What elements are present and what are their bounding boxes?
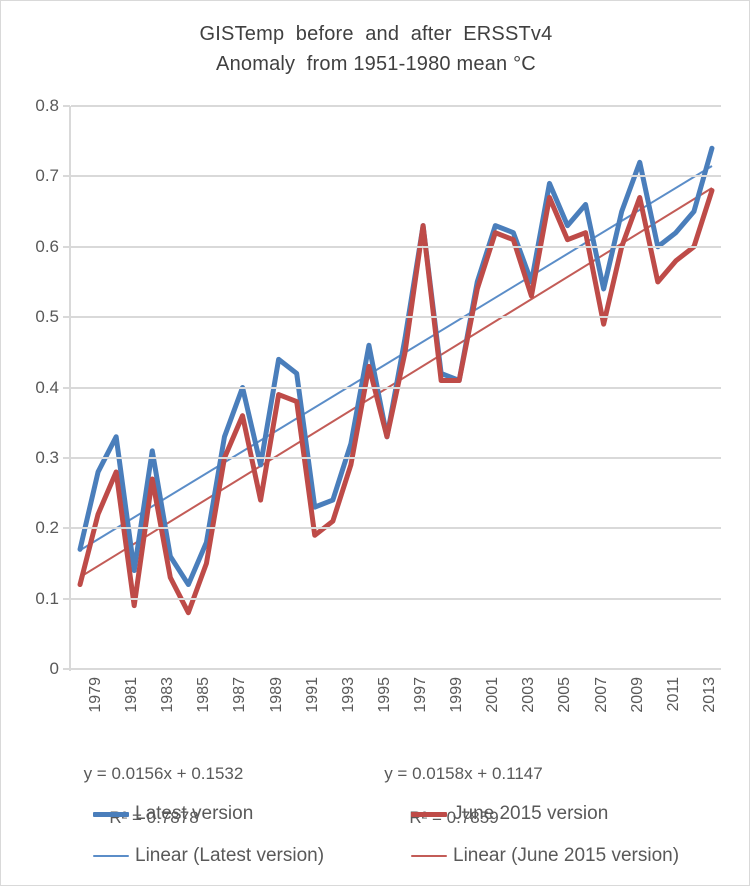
- y-axis-tick-label: 0.7: [35, 166, 59, 186]
- y-axis-tick-label: 0.5: [35, 307, 59, 327]
- x-axis-tick-label: 1989: [267, 677, 285, 713]
- y-axis-tick-mark: [63, 316, 70, 319]
- trendline-latest-version: [79, 165, 713, 552]
- chart-title-line1: GISTemp before and after ERSSTv4: [199, 23, 553, 45]
- y-axis-tick-mark: [63, 527, 70, 530]
- x-axis-tick-label: 2013: [700, 677, 718, 713]
- gridline: [71, 316, 721, 319]
- legend-label-linear-latest-version: Linear (Latest version): [135, 845, 325, 866]
- y-axis-tick-label: 0.4: [35, 377, 59, 397]
- gridline: [71, 456, 721, 459]
- y-axis-line: [69, 106, 71, 671]
- x-axis-tick-label: 1993: [339, 677, 357, 713]
- x-axis-labels: 1979 1981 1983 1985 1987 1989 1991 1993 1995 1997…: [1, 673, 751, 735]
- x-axis-tick-label: 1985: [195, 677, 213, 713]
- chart-title: GISTemp before and after ERSSTv4 Anomaly…: [1, 19, 751, 79]
- y-axis-tick-label: 0.8: [35, 96, 59, 115]
- x-axis-tick-label: 1999: [448, 677, 466, 713]
- x-axis-tick-label: 2011: [664, 677, 682, 712]
- y-axis-tick-mark: [63, 668, 70, 670]
- x-axis-tick-label: 1997: [412, 677, 430, 713]
- gridline: [71, 386, 721, 389]
- y-axis-tick-mark: [63, 456, 70, 459]
- y-axis-tick-mark: [63, 175, 70, 178]
- y-axis-tick-label: 0.3: [35, 447, 59, 467]
- plot-area: [71, 105, 721, 670]
- y-axis-tick-label: 0.1: [35, 588, 59, 608]
- legend-item-latest-version[interactable]: Latest version: [93, 800, 253, 828]
- gridline: [71, 175, 721, 178]
- series-line-june-2015-version: [77, 187, 715, 616]
- y-axis-tick-label: 0.6: [35, 236, 59, 256]
- legend-swatch-linear-june-2015-version: [411, 855, 447, 857]
- legend-label-june-2015-version: June 2015 version: [453, 803, 609, 824]
- legend-swatch-june-2015-version: [411, 811, 447, 817]
- x-axis-tick-label: 2001: [484, 677, 502, 713]
- x-axis-tick-label: 1981: [123, 677, 141, 713]
- annotation-june-equation-line1: y = 0.0158x + 0.1147: [384, 764, 543, 783]
- x-axis-tick-label: 1983: [159, 677, 177, 713]
- x-axis-tick-label: 2005: [556, 677, 574, 713]
- y-axis-labels: 0 0.1 0.2 0.3 0.4 0.5 0.6 0.7 0.8: [1, 1, 59, 887]
- gridline: [71, 245, 721, 248]
- x-axis-tick-label: 1991: [303, 677, 321, 713]
- y-axis-tick-mark: [63, 597, 70, 600]
- x-axis-tick-label: 2007: [592, 677, 610, 713]
- legend-swatch-linear-latest-version: [93, 855, 129, 857]
- x-axis-line: [71, 668, 721, 670]
- annotation-june-equation: y = 0.0158x + 0.1147 R² = 0.7859: [339, 741, 569, 873]
- gridline: [71, 597, 721, 600]
- gridline: [71, 105, 721, 107]
- legend-label-linear-june-2015-version: Linear (June 2015 version): [453, 845, 680, 866]
- annotation-latest-equation-line1: y = 0.0156x + 0.1532: [83, 764, 244, 783]
- x-axis-tick-label: 1987: [231, 677, 249, 713]
- legend-swatch-latest-version: [93, 811, 129, 817]
- legend-item-linear-latest-version[interactable]: Linear (Latest version): [93, 842, 324, 870]
- y-axis-tick-mark: [63, 245, 70, 248]
- y-axis-tick-mark: [63, 105, 70, 107]
- chart-legend: Latest version June 2015 version Linear …: [1, 796, 751, 882]
- x-axis-tick-label: 2009: [628, 677, 646, 713]
- x-axis-tick-label: 1995: [375, 677, 393, 713]
- x-axis-tick-label: 2003: [520, 677, 538, 713]
- legend-label-latest-version: Latest version: [135, 803, 254, 824]
- legend-item-linear-june-2015-version[interactable]: Linear (June 2015 version): [411, 842, 679, 870]
- x-axis-tick-label: 1979: [87, 677, 105, 713]
- y-axis-tick-label: 0: [49, 659, 59, 678]
- y-axis-tick-label: 0.2: [35, 518, 59, 538]
- annotation-june-r2: R² = 0.7859: [409, 808, 499, 827]
- gridline: [71, 527, 721, 530]
- legend-item-june-2015-version[interactable]: June 2015 version: [411, 800, 608, 828]
- chart-title-line2: Anomaly from 1951-1980 mean °C: [216, 53, 536, 75]
- y-axis-tick-mark: [63, 386, 70, 389]
